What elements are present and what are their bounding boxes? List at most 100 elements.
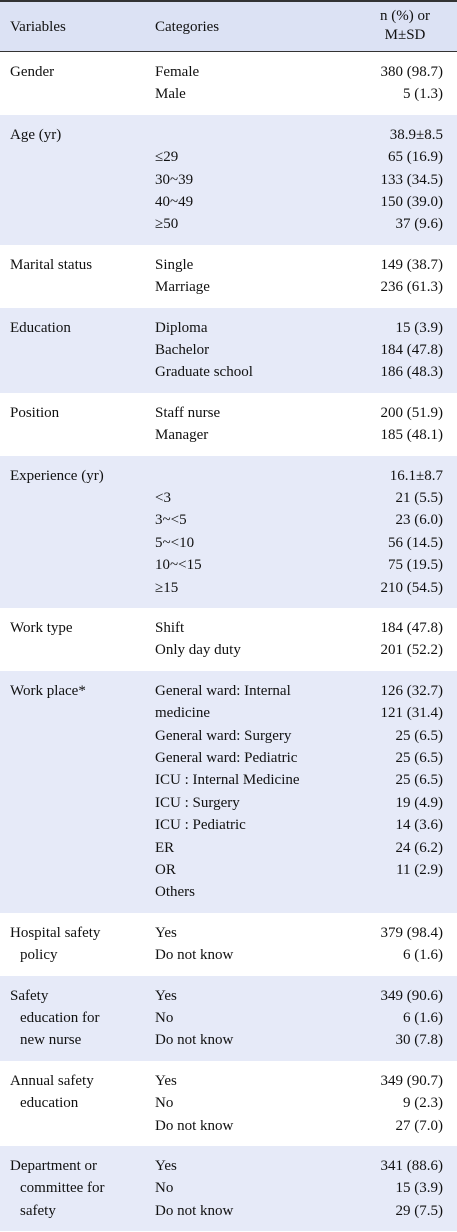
category-cell: ICU : Internal Medicine xyxy=(155,772,300,789)
variable-label: Work place* xyxy=(10,682,86,699)
category-cell: No xyxy=(155,1010,174,1026)
category-cell: 40~49 xyxy=(155,194,194,210)
category-cell: ≥15 xyxy=(155,579,179,596)
header-cell: n (%) or xyxy=(380,8,430,24)
group-band xyxy=(0,608,457,671)
header-cell: M±SD xyxy=(384,27,426,43)
value-cell: 27 (7.0) xyxy=(395,1117,444,1134)
value-cell: 16.1±8.7 xyxy=(389,467,443,484)
category-cell: 3~<5 xyxy=(155,512,187,529)
group-band xyxy=(0,114,457,245)
category-cell: Staff nurse xyxy=(155,404,221,421)
category-cell: Female xyxy=(155,64,200,80)
header-row xyxy=(0,0,457,52)
variable-label: education for xyxy=(20,1010,100,1026)
variable-label: policy xyxy=(20,947,58,964)
value-cell: 149 (38.7) xyxy=(380,256,444,273)
value-cell: 6 (1.6) xyxy=(403,947,443,964)
group-band xyxy=(0,455,457,608)
value-cell: 184 (47.8) xyxy=(380,342,444,358)
value-cell: 65 (16.9) xyxy=(388,149,443,166)
value-cell: 24 (6.2) xyxy=(395,839,444,856)
value-cell: 200 (51.9) xyxy=(380,404,444,421)
header-cell: Categories xyxy=(155,19,220,35)
variable-label: education xyxy=(20,1095,79,1112)
variable-label: Department or xyxy=(10,1158,98,1174)
category-cell: Do not know xyxy=(155,1117,234,1134)
category-cell: Yes xyxy=(155,1072,177,1089)
group-band xyxy=(0,670,457,913)
value-cell: 349 (90.6) xyxy=(380,987,444,1004)
category-cell: ICU : Surgery xyxy=(155,794,240,811)
group-band xyxy=(0,975,457,1061)
variable-label: Annual safety xyxy=(10,1072,94,1089)
value-cell: 121 (31.4) xyxy=(380,705,444,722)
category-cell: Yes xyxy=(155,1158,177,1174)
variable-label: new nurse xyxy=(20,1032,82,1049)
category-cell: ≥50 xyxy=(155,216,179,233)
variable-label: Hospital safety xyxy=(10,924,101,941)
category-cell: Bachelor xyxy=(155,342,210,358)
category-cell: 30~39 xyxy=(155,171,194,188)
value-cell: 133 (34.5) xyxy=(380,171,444,188)
value-cell: 126 (32.7) xyxy=(380,682,444,699)
value-cell: 184 (47.8) xyxy=(380,620,444,636)
value-cell: 185 (48.1) xyxy=(380,427,444,444)
value-cell: 349 (90.7) xyxy=(380,1072,444,1089)
group-band xyxy=(0,1060,457,1146)
category-cell: Marriage xyxy=(155,279,210,296)
category-cell: 5~<10 xyxy=(155,534,195,551)
group-band xyxy=(0,52,457,115)
category-cell: No xyxy=(155,1180,174,1197)
value-cell: 379 (98.4) xyxy=(380,924,444,941)
value-cell: 341 (88.6) xyxy=(380,1158,444,1174)
value-cell: 30 (7.8) xyxy=(395,1032,444,1049)
category-cell: Do not know xyxy=(155,1202,234,1219)
value-cell: 186 (48.3) xyxy=(380,364,444,381)
variable-label: committee for xyxy=(20,1180,105,1197)
value-cell: 23 (6.0) xyxy=(395,512,444,529)
category-cell: Graduate school xyxy=(155,364,253,381)
group-band xyxy=(0,307,457,393)
value-cell: 236 (61.3) xyxy=(380,279,444,296)
category-cell: Do not know xyxy=(155,947,234,964)
value-cell: 75 (19.5) xyxy=(388,557,443,574)
group-band xyxy=(0,392,457,456)
category-cell: General ward: Surgery xyxy=(155,727,292,744)
value-cell: 37 (9.6) xyxy=(395,216,444,233)
group-band xyxy=(0,244,457,308)
variable-label: safety xyxy=(20,1202,56,1219)
category-cell: medicine xyxy=(155,705,210,722)
category-cell: OR xyxy=(155,862,176,878)
value-cell: 19 (4.9) xyxy=(395,794,444,811)
category-cell: Yes xyxy=(155,924,177,941)
category-cell: ICU : Pediatric xyxy=(155,817,246,834)
variable-label: Work type xyxy=(10,620,73,636)
value-cell: 11 (2.9) xyxy=(396,862,443,878)
category-cell: Do not know xyxy=(155,1032,234,1049)
value-cell: 201 (52.2) xyxy=(380,642,444,659)
variable-label: Age (yr) xyxy=(10,126,62,143)
group-band xyxy=(0,912,457,976)
value-cell: 29 (7.5) xyxy=(395,1202,444,1219)
variable-label: Education xyxy=(10,319,71,336)
value-cell: 14 (3.6) xyxy=(395,817,444,834)
category-cell: General ward: Internal xyxy=(155,682,291,699)
category-cell: Others xyxy=(155,884,195,901)
value-cell: 9 (2.3) xyxy=(403,1095,443,1112)
value-cell: 38.9±8.5 xyxy=(389,126,443,143)
category-cell: ≤29 xyxy=(155,149,179,166)
value-cell: 21 (5.5) xyxy=(395,490,444,506)
category-cell: Shift xyxy=(155,620,185,636)
header-cell: Variables xyxy=(10,19,66,35)
category-cell: Diploma xyxy=(155,319,208,336)
value-cell: 25 (6.5) xyxy=(395,727,444,744)
value-cell: 380 (98.7) xyxy=(380,64,444,80)
value-cell: 25 (6.5) xyxy=(395,772,444,789)
value-cell: 210 (54.5) xyxy=(380,579,444,596)
value-cell: 5 (1.3) xyxy=(403,86,443,103)
category-cell: Single xyxy=(155,256,194,273)
category-cell: No xyxy=(155,1095,174,1112)
category-cell: Yes xyxy=(155,987,177,1004)
